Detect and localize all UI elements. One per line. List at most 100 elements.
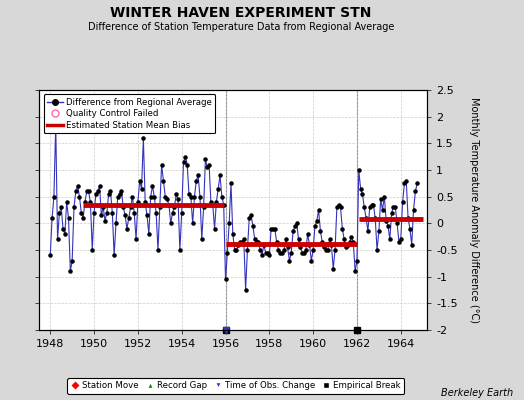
- Point: [136, 178, 144, 184]
- Point: [110, 252, 118, 258]
- Point: [296, 244, 304, 250]
- Point: [167, 220, 175, 226]
- Point: [92, 191, 100, 197]
- Point: [384, 223, 392, 229]
- Point: [261, 250, 270, 256]
- Point: [270, 226, 279, 232]
- Point: [181, 154, 190, 160]
- Point: [94, 188, 102, 194]
- Point: [198, 236, 206, 242]
- Point: [216, 172, 224, 178]
- Point: [302, 247, 310, 253]
- Point: [187, 194, 195, 200]
- Point: [227, 180, 235, 186]
- Point: [362, 215, 370, 221]
- Point: [260, 242, 268, 248]
- Point: [338, 226, 346, 232]
- Text: Difference of Station Temperature Data from Regional Average: Difference of Station Temperature Data f…: [88, 22, 394, 32]
- Point: [369, 202, 378, 208]
- Point: [344, 242, 352, 248]
- Point: [269, 226, 277, 232]
- Point: [249, 223, 257, 229]
- Point: [355, 167, 363, 173]
- Point: [254, 239, 263, 245]
- Point: [212, 199, 221, 205]
- Point: [406, 226, 414, 232]
- Point: [90, 210, 99, 216]
- Text: Berkeley Earth: Berkeley Earth: [441, 388, 514, 398]
- Point: [313, 218, 321, 224]
- Point: [168, 210, 177, 216]
- Point: [106, 188, 115, 194]
- Point: [232, 247, 241, 253]
- Point: [55, 210, 63, 216]
- Point: [274, 247, 282, 253]
- Point: [342, 244, 350, 250]
- Point: [223, 250, 232, 256]
- Point: [221, 276, 230, 282]
- Point: [178, 210, 186, 216]
- Point: [75, 194, 84, 200]
- Point: [128, 194, 137, 200]
- Point: [345, 239, 354, 245]
- Point: [376, 196, 385, 202]
- Point: [46, 252, 54, 258]
- Point: [148, 183, 157, 189]
- Legend: Difference from Regional Average, Quality Control Failed, Estimated Station Mean: Difference from Regional Average, Qualit…: [43, 94, 215, 133]
- Point: [265, 252, 274, 258]
- Point: [159, 178, 168, 184]
- Point: [380, 194, 388, 200]
- Point: [66, 268, 74, 274]
- Point: [137, 186, 146, 192]
- Point: [314, 207, 323, 213]
- Point: [356, 186, 365, 192]
- Point: [375, 228, 383, 234]
- Point: [154, 247, 162, 253]
- Point: [172, 191, 180, 197]
- Point: [327, 242, 335, 248]
- Point: [400, 180, 409, 186]
- Point: [311, 223, 319, 229]
- Point: [79, 215, 88, 221]
- Point: [103, 210, 111, 216]
- Point: [50, 194, 58, 200]
- Point: [194, 172, 202, 178]
- Point: [57, 204, 66, 210]
- Point: [205, 162, 213, 168]
- Point: [201, 156, 210, 162]
- Point: [126, 204, 135, 210]
- Point: [386, 236, 394, 242]
- Point: [267, 226, 275, 232]
- Point: [200, 204, 208, 210]
- Point: [88, 247, 96, 253]
- Point: [228, 231, 237, 237]
- Point: [371, 215, 379, 221]
- Point: [239, 236, 248, 242]
- Point: [156, 204, 164, 210]
- Point: [190, 194, 199, 200]
- Point: [161, 194, 169, 200]
- Point: [210, 226, 219, 232]
- Point: [206, 199, 215, 205]
- Point: [387, 210, 396, 216]
- Point: [409, 207, 418, 213]
- Point: [289, 228, 297, 234]
- Point: [360, 204, 368, 210]
- Point: [393, 220, 401, 226]
- Point: [245, 215, 254, 221]
- Point: [278, 250, 286, 256]
- Point: [130, 210, 138, 216]
- Point: [238, 239, 246, 245]
- Point: [340, 236, 348, 242]
- Point: [196, 194, 204, 200]
- Point: [334, 202, 343, 208]
- Point: [264, 250, 272, 256]
- Point: [183, 162, 191, 168]
- Point: [373, 247, 381, 253]
- Point: [86, 199, 95, 205]
- Point: [170, 204, 179, 210]
- Point: [395, 239, 403, 245]
- Point: [323, 247, 332, 253]
- Point: [147, 194, 155, 200]
- Point: [272, 239, 281, 245]
